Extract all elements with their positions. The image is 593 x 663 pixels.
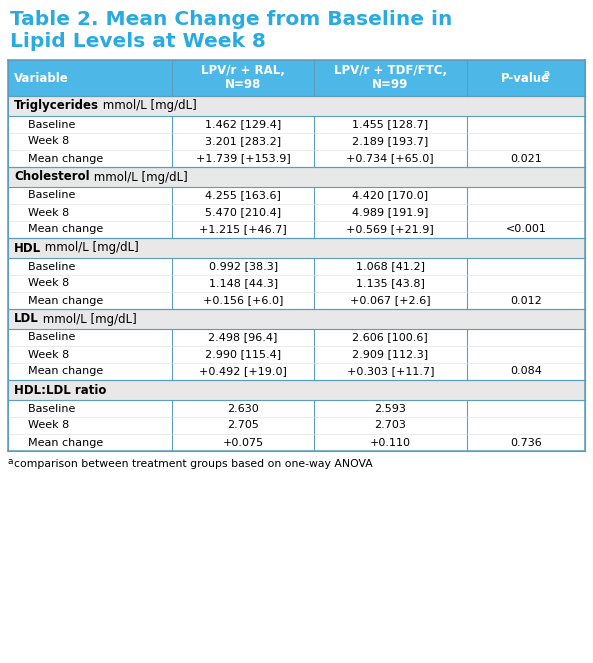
Text: Baseline: Baseline <box>14 119 75 129</box>
Text: 1.135 [43.8]: 1.135 [43.8] <box>356 278 425 288</box>
Text: HDL: HDL <box>14 241 41 255</box>
Bar <box>314 187 467 238</box>
Text: Mean change: Mean change <box>14 367 103 377</box>
Text: 1.455 [128.7]: 1.455 [128.7] <box>352 119 428 129</box>
Text: comparison between treatment groups based on one-way ANOVA: comparison between treatment groups base… <box>14 459 373 469</box>
Text: Mean change: Mean change <box>14 225 103 235</box>
Text: Variable: Variable <box>14 72 69 84</box>
Text: mmol/L [mg/dL]: mmol/L [mg/dL] <box>39 312 136 326</box>
Bar <box>314 329 467 380</box>
Text: +0.067 [+2.6]: +0.067 [+2.6] <box>350 296 431 306</box>
Text: HDL:LDL ratio: HDL:LDL ratio <box>14 383 106 396</box>
Text: mmol/L [mg/dL]: mmol/L [mg/dL] <box>99 99 197 113</box>
Text: Baseline: Baseline <box>14 190 75 200</box>
Bar <box>314 258 467 309</box>
Text: 2.630: 2.630 <box>227 404 259 414</box>
Text: 2.703: 2.703 <box>374 420 406 430</box>
Text: 2.593: 2.593 <box>374 404 406 414</box>
Bar <box>467 116 585 167</box>
Bar <box>8 187 173 238</box>
Bar <box>467 329 585 380</box>
Text: Week 8: Week 8 <box>14 208 69 217</box>
Text: +0.156 [+6.0]: +0.156 [+6.0] <box>203 296 283 306</box>
Text: <0.001: <0.001 <box>505 225 546 235</box>
Text: Week 8: Week 8 <box>14 278 69 288</box>
Text: 4.420 [170.0]: 4.420 [170.0] <box>352 190 428 200</box>
Text: 2.498 [96.4]: 2.498 [96.4] <box>209 333 278 343</box>
Text: 1.462 [129.4]: 1.462 [129.4] <box>205 119 281 129</box>
Text: +0.303 [+11.7]: +0.303 [+11.7] <box>346 367 434 377</box>
Text: 2.990 [115.4]: 2.990 [115.4] <box>205 349 281 359</box>
Text: N=99: N=99 <box>372 78 409 91</box>
Text: +1.215 [+46.7]: +1.215 [+46.7] <box>199 225 287 235</box>
Text: N=98: N=98 <box>225 78 262 91</box>
Text: Baseline: Baseline <box>14 261 75 272</box>
Text: 2.705: 2.705 <box>227 420 259 430</box>
Text: Mean change: Mean change <box>14 296 103 306</box>
Text: 4.989 [191.9]: 4.989 [191.9] <box>352 208 429 217</box>
Text: 1.148 [44.3]: 1.148 [44.3] <box>209 278 278 288</box>
Text: 4.255 [163.6]: 4.255 [163.6] <box>205 190 281 200</box>
Bar <box>173 400 314 451</box>
Bar <box>8 309 585 329</box>
Bar <box>8 258 173 309</box>
Text: a: a <box>544 70 550 78</box>
Bar <box>8 400 173 451</box>
Text: P-value: P-value <box>501 72 550 84</box>
Text: 3.201 [283.2]: 3.201 [283.2] <box>205 137 281 147</box>
Text: Week 8: Week 8 <box>14 137 69 147</box>
Text: Week 8: Week 8 <box>14 420 69 430</box>
Text: 2.189 [193.7]: 2.189 [193.7] <box>352 137 428 147</box>
Text: +0.569 [+21.9]: +0.569 [+21.9] <box>346 225 434 235</box>
Text: 0.084: 0.084 <box>510 367 542 377</box>
Text: Baseline: Baseline <box>14 333 75 343</box>
Text: Mean change: Mean change <box>14 154 103 164</box>
Bar <box>314 60 467 96</box>
Text: 2.606 [100.6]: 2.606 [100.6] <box>352 333 428 343</box>
Text: 5.470 [210.4]: 5.470 [210.4] <box>205 208 281 217</box>
Bar <box>8 238 585 258</box>
Text: 0.736: 0.736 <box>510 438 542 448</box>
Text: +0.075: +0.075 <box>222 438 264 448</box>
Text: Cholesterol: Cholesterol <box>14 170 90 184</box>
Text: +0.734 [+65.0]: +0.734 [+65.0] <box>346 154 434 164</box>
Bar <box>8 60 173 96</box>
Bar <box>8 116 173 167</box>
Text: 0.012: 0.012 <box>510 296 542 306</box>
Bar <box>173 329 314 380</box>
Text: LPV/r + TDF/FTC,: LPV/r + TDF/FTC, <box>334 64 447 78</box>
Text: +0.110: +0.110 <box>370 438 411 448</box>
Text: Triglycerides: Triglycerides <box>14 99 99 113</box>
Bar <box>467 258 585 309</box>
Bar <box>8 329 173 380</box>
Text: Week 8: Week 8 <box>14 349 69 359</box>
Bar <box>173 116 314 167</box>
Text: a: a <box>8 457 14 466</box>
Text: 2.909 [112.3]: 2.909 [112.3] <box>352 349 428 359</box>
Text: 1.068 [41.2]: 1.068 [41.2] <box>356 261 425 272</box>
Text: LPV/r + RAL,: LPV/r + RAL, <box>201 64 285 78</box>
Text: Mean change: Mean change <box>14 438 103 448</box>
Text: Lipid Levels at Week 8: Lipid Levels at Week 8 <box>10 32 266 51</box>
Bar <box>8 380 585 400</box>
Bar <box>173 258 314 309</box>
Bar <box>8 167 585 187</box>
Text: 0.021: 0.021 <box>510 154 542 164</box>
Bar <box>8 96 585 116</box>
Bar <box>314 116 467 167</box>
Bar <box>467 400 585 451</box>
Text: LDL: LDL <box>14 312 39 326</box>
Bar <box>173 187 314 238</box>
Bar <box>467 60 585 96</box>
Bar <box>173 60 314 96</box>
Text: +0.492 [+19.0]: +0.492 [+19.0] <box>199 367 287 377</box>
Text: +1.739 [+153.9]: +1.739 [+153.9] <box>196 154 291 164</box>
Text: mmol/L [mg/dL]: mmol/L [mg/dL] <box>90 170 187 184</box>
Text: Baseline: Baseline <box>14 404 75 414</box>
Text: 0.992 [38.3]: 0.992 [38.3] <box>209 261 278 272</box>
Bar <box>314 400 467 451</box>
Bar <box>467 187 585 238</box>
Text: Table 2. Mean Change from Baseline in: Table 2. Mean Change from Baseline in <box>10 10 452 29</box>
Text: mmol/L [mg/dL]: mmol/L [mg/dL] <box>41 241 139 255</box>
